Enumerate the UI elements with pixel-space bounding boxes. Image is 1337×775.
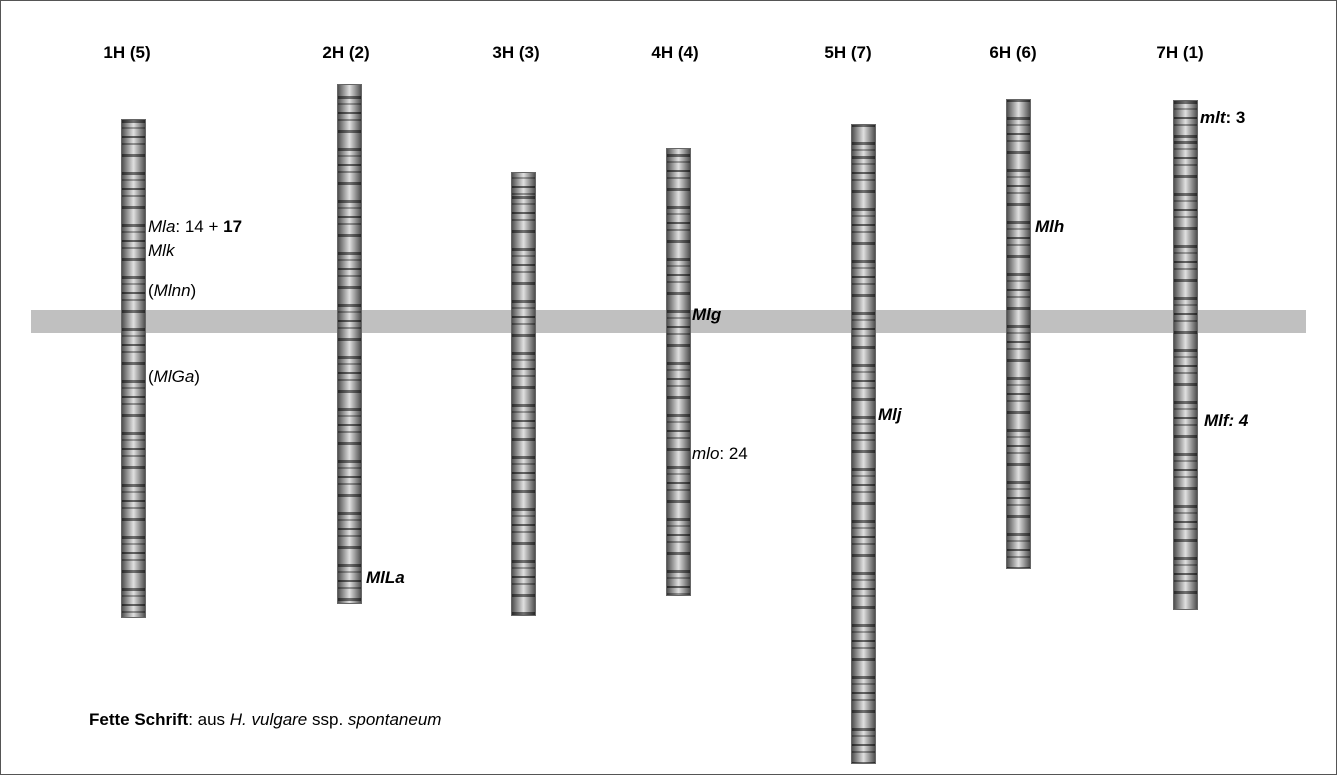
gene-label: Mlk (148, 241, 174, 261)
footnote: Fette Schrift: aus H. vulgare ssp. spont… (89, 710, 441, 730)
gene-label: mlt: 3 (1200, 108, 1245, 128)
gene-label: Mlh (1035, 217, 1064, 237)
chromosome (511, 172, 536, 616)
chromosome (1173, 100, 1198, 610)
chromosome-label: 1H (5) (103, 43, 150, 63)
gene-name: Mlf: 4 (1204, 411, 1248, 430)
gene-label: Mlf: 4 (1204, 411, 1248, 431)
gene-label: (Mlnn) (148, 281, 196, 301)
chromosome-label: 2H (2) (322, 43, 369, 63)
diagram: 1H (5) 2H (2) 3H (3) 4H (4) 5H (7) 6H (6… (0, 0, 1337, 775)
chromosome (1006, 99, 1031, 569)
gene-text: 17 (223, 217, 242, 236)
chromosome (851, 124, 876, 764)
gene-name: MlLa (366, 568, 405, 587)
gene-name: Mla (148, 217, 175, 236)
gene-name: Mlh (1035, 217, 1064, 236)
chromosome (666, 148, 691, 596)
gene-name: Mlg (692, 305, 721, 324)
chromosome-label: 5H (7) (824, 43, 871, 63)
footnote-text: H. vulgare (230, 710, 307, 729)
gene-label: Mla: 14 + 17 (148, 217, 242, 237)
gene-text: ) (191, 281, 197, 300)
gene-name: mlo (692, 444, 719, 463)
gene-name: Mlk (148, 241, 174, 260)
footnote-text: Fette Schrift (89, 710, 188, 729)
chromosome (121, 119, 146, 618)
gene-name: mlt (1200, 108, 1226, 127)
gene-text: : 3 (1226, 108, 1246, 127)
gene-text: : 24 (719, 444, 747, 463)
chromosome-label: 7H (1) (1156, 43, 1203, 63)
gene-name: Mlnn (154, 281, 191, 300)
footnote-text: : aus (188, 710, 230, 729)
gene-name: Mlj (878, 405, 902, 424)
gene-label: MlLa (366, 568, 405, 588)
gene-text: ) (194, 367, 200, 386)
chromosome-label: 4H (4) (651, 43, 698, 63)
gene-label: (MlGa) (148, 367, 200, 387)
chromosome-label: 3H (3) (492, 43, 539, 63)
gene-label: Mlg (692, 305, 721, 325)
gene-label: Mlj (878, 405, 902, 425)
footnote-text: spontaneum (348, 710, 442, 729)
footnote-text: ssp. (307, 710, 348, 729)
chromosome-label: 6H (6) (989, 43, 1036, 63)
gene-label: mlo: 24 (692, 444, 748, 464)
chromosome (337, 84, 362, 604)
gene-name: MlGa (154, 367, 195, 386)
gene-text: : 14 + (175, 217, 223, 236)
